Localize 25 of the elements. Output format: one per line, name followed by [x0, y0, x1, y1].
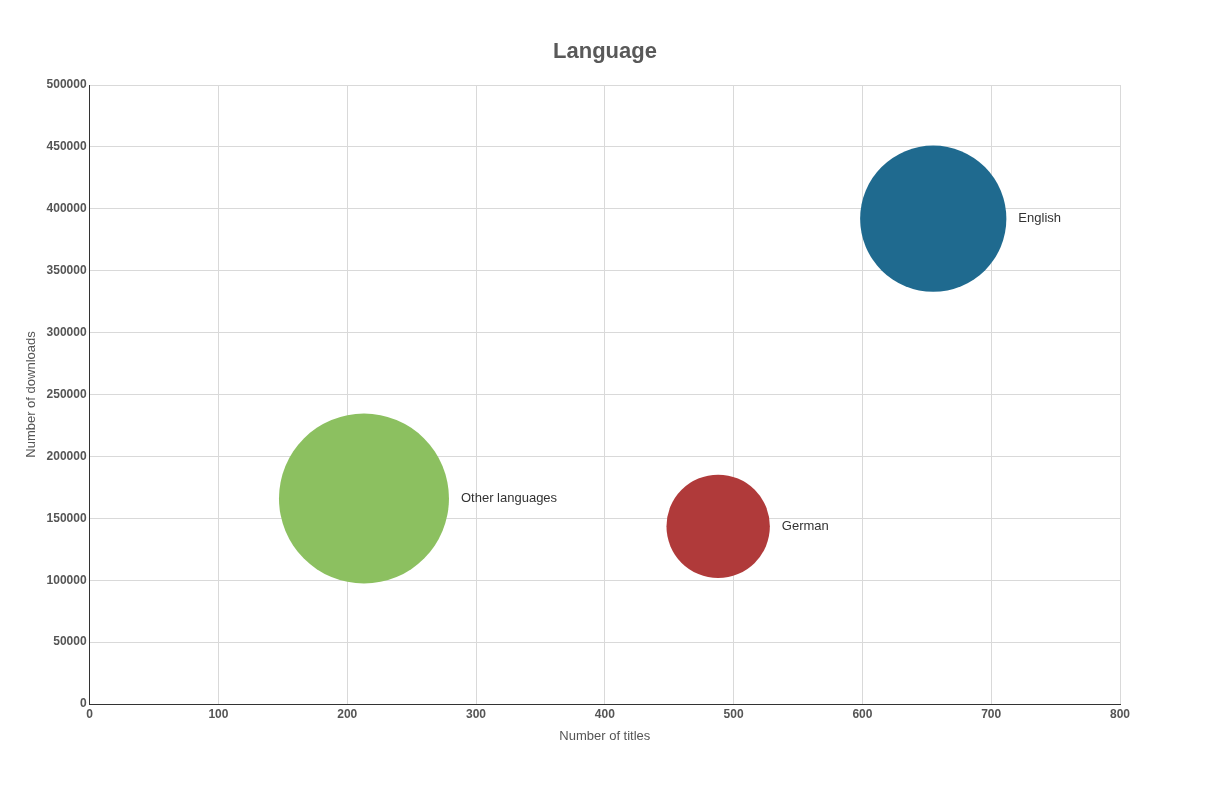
series-label: Other languages	[460, 490, 558, 506]
y-tick-label: 0	[79, 696, 87, 711]
x-tick-label: 800	[1109, 706, 1131, 721]
series-label: English	[1018, 210, 1062, 226]
x-tick-label: 200	[337, 706, 358, 721]
y-axis-title: Number of downloads	[23, 330, 39, 458]
x-tick-label: 600	[852, 706, 873, 721]
x-axis-title: Number of titles	[559, 727, 651, 743]
x-tick-label: 500	[723, 706, 744, 721]
y-tick-label: 100000	[46, 572, 87, 587]
y-tick-label: 350000	[46, 263, 87, 278]
y-tick-label: 250000	[46, 386, 87, 401]
y-tick-label: 500000	[46, 77, 87, 92]
y-tick-label: 150000	[46, 510, 87, 525]
chart-title: Language	[553, 37, 657, 63]
x-tick-label: 100	[208, 706, 229, 721]
x-tick-label: 300	[466, 706, 487, 721]
series-label: German	[781, 517, 829, 533]
x-tick-label: 700	[981, 706, 1002, 721]
y-tick-label: 300000	[46, 324, 87, 339]
x-tick-label: 400	[594, 706, 616, 721]
y-tick-label: 400000	[46, 201, 87, 216]
y-tick-label: 200000	[46, 448, 87, 463]
y-tick-label: 50000	[53, 634, 87, 649]
y-tick-label: 450000	[46, 139, 87, 154]
